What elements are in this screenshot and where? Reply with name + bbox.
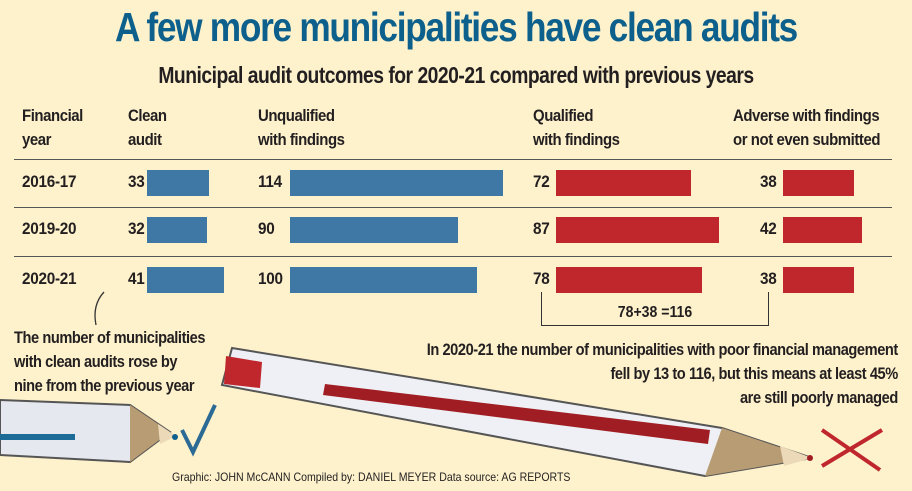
red-pencil-icon: [220, 346, 813, 478]
header-line: or not even submitted: [733, 130, 881, 149]
callout-line: [94, 291, 105, 326]
note-line: In 2020-21 the number of municipalities …: [426, 340, 899, 359]
bar: [290, 217, 459, 243]
note-line: with clean audits rose by: [14, 352, 178, 371]
header-line: audit: [128, 130, 162, 149]
bar: [290, 170, 504, 196]
bar: [290, 267, 477, 293]
value-label: 72: [533, 172, 550, 191]
note-line: nine from the previous year: [14, 376, 195, 395]
note-line: fell by 13 to 116, but this means at lea…: [610, 364, 899, 383]
note-line: The number of municipalities: [14, 328, 206, 347]
sum-label: 78+38 =116: [617, 304, 693, 321]
value-label: 33: [128, 172, 145, 191]
value-label: 32: [128, 219, 145, 238]
row-divider: [14, 256, 892, 257]
header-financial-year: Financial year: [22, 104, 83, 152]
bar: [783, 267, 855, 293]
chart-title: A few more municipalities have clean aud…: [115, 4, 798, 50]
header-line: with findings: [258, 130, 345, 149]
header-adverse: Adverse with findings or not even submitt…: [733, 104, 880, 152]
value-label: 41: [128, 269, 145, 288]
header-divider: [14, 159, 892, 160]
header-line: Qualified: [533, 106, 594, 125]
bar: [783, 217, 862, 243]
value-label: 42: [760, 219, 777, 238]
header-qualified: Qualified with findings: [533, 104, 620, 152]
header-line: Adverse with findings: [733, 106, 880, 125]
header-unqualified: Unqualified with findings: [258, 104, 345, 152]
value-label: 38: [760, 172, 777, 191]
credits: Graphic: JOHN McCANN Compiled by: DANIEL…: [172, 470, 571, 484]
year-label: 2016-17: [22, 172, 77, 191]
header-line: with findings: [533, 130, 620, 149]
clean-audit-note: The number of municipalities with clean …: [14, 326, 205, 398]
year-label: 2020-21: [22, 269, 77, 288]
value-label: 114: [258, 172, 282, 191]
cross-icon: [820, 428, 884, 472]
year-label: 2019-20: [22, 219, 77, 238]
bar: [556, 217, 719, 243]
row-divider: [14, 207, 892, 208]
checkmark-icon: [180, 404, 217, 457]
value-label: 78: [533, 269, 550, 288]
value-label: 100: [258, 269, 283, 288]
note-line: are still poorly managed: [740, 388, 898, 407]
header-clean-audit: Clean audit: [128, 104, 167, 152]
sum-bracket: [541, 292, 769, 326]
bar: [147, 217, 207, 243]
bar: [147, 170, 209, 196]
value-label: 87: [533, 219, 550, 238]
bar: [147, 267, 224, 293]
poor-management-note: In 2020-21 the number of municipalities …: [426, 338, 899, 410]
chart-subtitle: Municipal audit outcomes for 2020-21 com…: [158, 62, 754, 88]
value-label: 38: [760, 269, 777, 288]
header-line: year: [22, 130, 52, 149]
header-line: Financial: [22, 106, 83, 125]
blue-pencil-icon: [0, 398, 178, 464]
header-line: Unqualified: [258, 106, 335, 125]
value-label: 90: [258, 219, 275, 238]
bar: [783, 170, 855, 196]
header-line: Clean: [128, 106, 167, 125]
bar: [556, 267, 702, 293]
bar: [556, 170, 691, 196]
